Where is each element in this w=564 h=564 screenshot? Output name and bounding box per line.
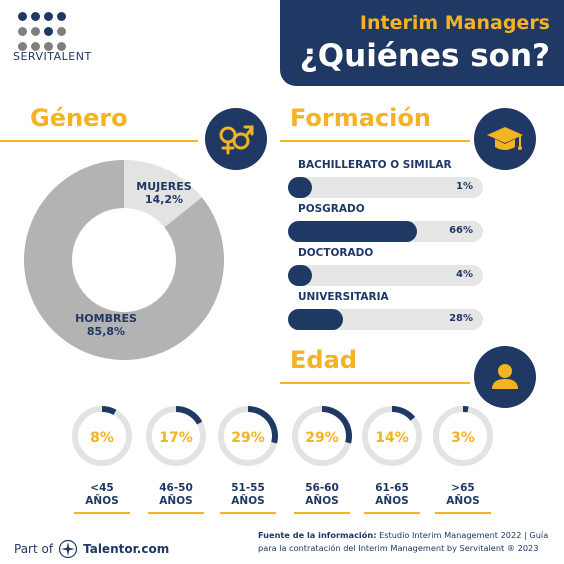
gender-donut-chart — [23, 160, 225, 360]
page-title: ¿Quiénes son? — [299, 38, 550, 74]
age-value: 3% — [451, 430, 475, 446]
formacion-value: 66% — [449, 225, 473, 236]
donut-segment-mujeres — [124, 160, 202, 228]
age-range: 61-65 — [375, 482, 409, 494]
formacion-underline — [280, 140, 470, 142]
age-underline — [74, 512, 130, 514]
age-label: 61-65 AÑOS — [360, 482, 424, 508]
hombres-label: HOMBRES 85,8% — [68, 312, 144, 338]
formacion-label: UNIVERSITARIA — [298, 291, 389, 303]
graduation-cap-icon — [474, 108, 536, 170]
age-group: 17% — [144, 404, 208, 472]
age-label: <45 AÑOS — [70, 482, 134, 508]
formacion-bar-fill — [288, 265, 312, 286]
age-ring-arc — [247, 406, 278, 444]
age-range: 51-55 — [231, 482, 265, 494]
formacion-bar-track: 1% — [288, 177, 483, 198]
formacion-bar-track: 28% — [288, 309, 483, 330]
age-label: 51-55 AÑOS — [216, 482, 280, 508]
formacion-value: 1% — [456, 181, 473, 192]
formacion-bar-fill — [288, 221, 417, 242]
formacion-value: 4% — [456, 269, 473, 280]
age-label: 46-50 AÑOS — [144, 482, 208, 508]
hombres-value: 85,8% — [86, 325, 126, 338]
age-underline — [220, 512, 276, 514]
mujeres-label: MUJERES 14,2% — [130, 180, 198, 206]
age-ring-arc — [321, 406, 352, 444]
age-label: 56-60 AÑOS — [290, 482, 354, 508]
age-ring: 8% — [72, 406, 132, 466]
age-underline — [294, 512, 350, 514]
source-label: Fuente de la información: — [258, 530, 377, 540]
age-underline — [435, 512, 491, 514]
age-range: <45 — [90, 482, 114, 494]
formacion-title: Formación — [290, 104, 431, 132]
formacion-value: 28% — [449, 313, 473, 324]
formacion-bar-fill — [288, 177, 312, 198]
formacion-bar-track: 4% — [288, 265, 483, 286]
age-ring: 3% — [433, 406, 493, 466]
formacion-bar-fill — [288, 309, 343, 330]
age-group: 14% — [360, 404, 424, 472]
header-subtitle: Interim Managers — [359, 12, 550, 34]
formacion-label: DOCTORADO — [298, 247, 374, 259]
age-ring: 14% — [362, 406, 422, 466]
footer-brand: Part of Talentor.com — [14, 539, 169, 559]
age-value: 29% — [305, 430, 339, 446]
genero-underline — [0, 140, 198, 142]
age-label: >65 AÑOS — [431, 482, 495, 508]
age-range: 56-60 — [305, 482, 339, 494]
age-unit: AÑOS — [305, 495, 339, 507]
donut-segment-hombres — [23, 160, 225, 360]
age-unit: AÑOS — [446, 495, 480, 507]
age-group: 8% — [70, 404, 134, 472]
hombres-label-text: HOMBRES — [75, 312, 137, 325]
age-ring-arc — [175, 406, 203, 425]
formacion-label: POSGRADO — [298, 203, 365, 215]
mujeres-label-text: MUJERES — [136, 180, 192, 193]
age-group: 29% — [216, 404, 280, 472]
age-underline — [364, 512, 420, 514]
age-range: 46-50 — [159, 482, 193, 494]
age-ring-arc — [101, 406, 117, 416]
age-unit: AÑOS — [85, 495, 119, 507]
age-value: 14% — [375, 430, 409, 446]
source-text: Estudio Interim Management 2022 | Guía p… — [258, 530, 549, 553]
age-unit: AÑOS — [231, 495, 265, 507]
age-range: >65 — [451, 482, 475, 494]
compass-icon — [58, 539, 78, 559]
source-note: Fuente de la información: Estudio Interi… — [258, 529, 558, 555]
mujeres-value: 14,2% — [144, 193, 184, 206]
genero-title: Género — [30, 104, 128, 132]
age-unit: AÑOS — [375, 495, 409, 507]
age-ring-arc — [391, 406, 416, 421]
formacion-label: BACHILLERATO O SIMILAR — [298, 159, 452, 171]
header-banner: Interim Managers ¿Quiénes son? — [280, 0, 564, 86]
logo-text: SERVITALENT — [13, 50, 92, 63]
age-unit: AÑOS — [159, 495, 193, 507]
part-of-text: Part of — [14, 542, 54, 556]
talentor-link[interactable]: Talentor.com — [83, 542, 170, 556]
age-value: 17% — [159, 430, 193, 446]
formacion-bar-track: 66% — [288, 221, 483, 242]
age-value: 8% — [90, 430, 114, 446]
age-underline — [148, 512, 204, 514]
edad-underline — [280, 382, 470, 384]
age-group: 29% — [290, 404, 354, 472]
age-group: 3% — [431, 404, 495, 472]
gender-symbols-icon — [205, 108, 267, 170]
person-icon — [474, 346, 536, 408]
logo-dots — [18, 12, 66, 52]
age-value: 29% — [231, 430, 265, 446]
age-ring: 17% — [146, 406, 206, 466]
edad-title: Edad — [290, 346, 357, 374]
age-ring: 29% — [292, 406, 352, 466]
age-ring: 29% — [218, 406, 278, 466]
